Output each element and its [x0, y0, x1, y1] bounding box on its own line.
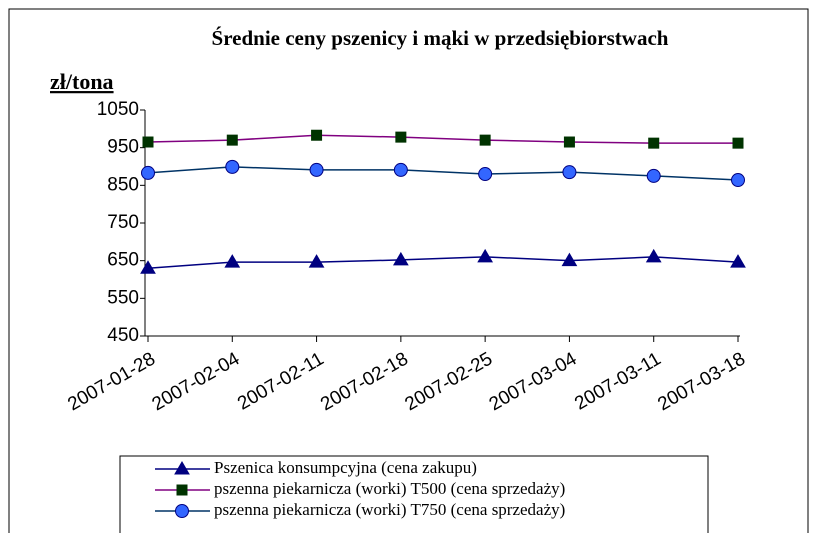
marker — [224, 254, 241, 268]
marker — [176, 484, 188, 496]
marker — [563, 136, 575, 148]
legend — [119, 455, 709, 533]
y-tick-label: 1050 — [97, 99, 139, 120]
marker — [140, 260, 156, 274]
y-tick-label: 850 — [107, 174, 139, 195]
marker — [477, 248, 494, 263]
marker — [561, 252, 578, 267]
legend-label: pszenna piekarnicza (worki) T750 (cena s… — [214, 500, 565, 519]
marker — [479, 134, 491, 146]
marker — [142, 136, 154, 148]
marker — [311, 129, 323, 141]
y-tick-label: 650 — [107, 250, 139, 271]
marker — [225, 159, 240, 174]
marker — [226, 134, 238, 146]
marker — [392, 251, 409, 266]
chart-frame — [8, 8, 809, 533]
y-tick-label: 950 — [107, 137, 139, 158]
marker — [395, 131, 407, 143]
y-axis-label: zł/tona — [50, 69, 114, 94]
legend-label: pszenna piekarnicza (worki) T500 (cena s… — [214, 479, 565, 498]
marker — [646, 168, 661, 183]
marker — [648, 137, 660, 149]
chart-title: Średnie ceny pszenicy i mąki w przedsięb… — [212, 26, 669, 50]
marker — [308, 254, 325, 268]
marker — [731, 173, 745, 188]
series-line — [147, 134, 738, 144]
y-tick-label: 750 — [107, 212, 139, 233]
marker — [141, 165, 155, 180]
marker — [174, 461, 190, 475]
series-line — [147, 166, 739, 181]
marker — [732, 137, 744, 149]
y-tick-label: 550 — [107, 287, 139, 308]
y-tick-label: 450 — [107, 325, 139, 346]
series-line — [147, 256, 739, 269]
marker — [562, 165, 577, 180]
marker — [730, 254, 746, 268]
marker — [309, 162, 324, 177]
marker — [478, 167, 493, 182]
marker — [393, 162, 408, 177]
marker — [175, 504, 189, 518]
legend-label: Pszenica konsumpcyjna (cena zakupu) — [214, 458, 477, 477]
marker — [645, 248, 662, 263]
